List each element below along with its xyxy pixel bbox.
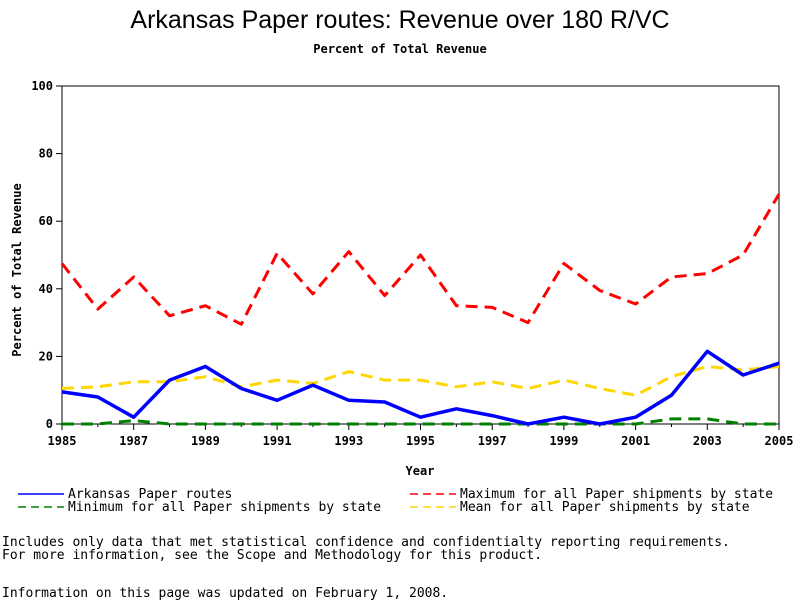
y-tick-label: 100 (31, 79, 53, 93)
chart-area: 0 20 40 60 80 100 1985 1987 1989 1991 1993 1995 1997… (10, 79, 793, 515)
x-tick-label: 1989 (191, 434, 220, 448)
x-tick-label: 2001 (621, 434, 650, 448)
x-tick-label: 1997 (478, 434, 507, 448)
x-tick-label: 2003 (693, 434, 722, 448)
y-tick-label: 0 (46, 417, 53, 431)
chart-title: Arkansas Paper routes: Revenue over 180 … (130, 6, 670, 34)
x-tick-label: 1991 (263, 434, 292, 448)
note-updated: Information on this page was updated on … (2, 586, 449, 601)
series-line-mean-for-all-paper-shipments-by-state (61, 365, 780, 397)
note-confidence: Includes only data that met statistical … (2, 535, 730, 550)
x-tick-label: 2005 (765, 434, 794, 448)
legend: Arkansas Paper routes Maximum for all Pap… (18, 487, 773, 515)
series-lines (60, 193, 781, 426)
x-axis-title: Year (406, 464, 435, 478)
series-line-maximum-for-all-paper-shipments-by-state (60, 193, 781, 326)
x-tick-label: 1999 (549, 434, 578, 448)
y-tick-label: 20 (39, 349, 53, 363)
legend-label-minimum-for-all-paper-shipments-by-state: Minimum for all Paper shipments by state (68, 500, 381, 515)
axis-ticks: 0 20 40 60 80 100 1985 1987 1989 1991 1993 1995 1997… (31, 79, 793, 448)
chart-subtitle: Percent of Total Revenue (313, 42, 487, 56)
y-axis-title: Percent of Total Revenue (10, 183, 24, 356)
y-tick-label: 40 (39, 282, 53, 296)
legend-label-mean-for-all-paper-shipments-by-state: Mean for all Paper shipments by state (460, 500, 750, 515)
y-tick-label: 60 (39, 214, 53, 228)
y-tick-label: 80 (39, 147, 53, 161)
series-line-minimum-for-all-paper-shipments-by-state (62, 417, 779, 426)
legend-label-arkansas-paper-routes: Arkansas Paper routes (68, 487, 232, 502)
legend-label-maximum-for-all-paper-shipments-by-state: Maximum for all Paper shipments by state (460, 487, 773, 502)
x-tick-label: 1995 (406, 434, 435, 448)
note-methodology: For more information, see the Scope and … (2, 548, 543, 563)
x-tick-label: 1987 (119, 434, 148, 448)
series-line-arkansas-paper-routes (61, 349, 780, 426)
x-tick-label: 1985 (48, 434, 77, 448)
x-tick-label: 1993 (334, 434, 363, 448)
